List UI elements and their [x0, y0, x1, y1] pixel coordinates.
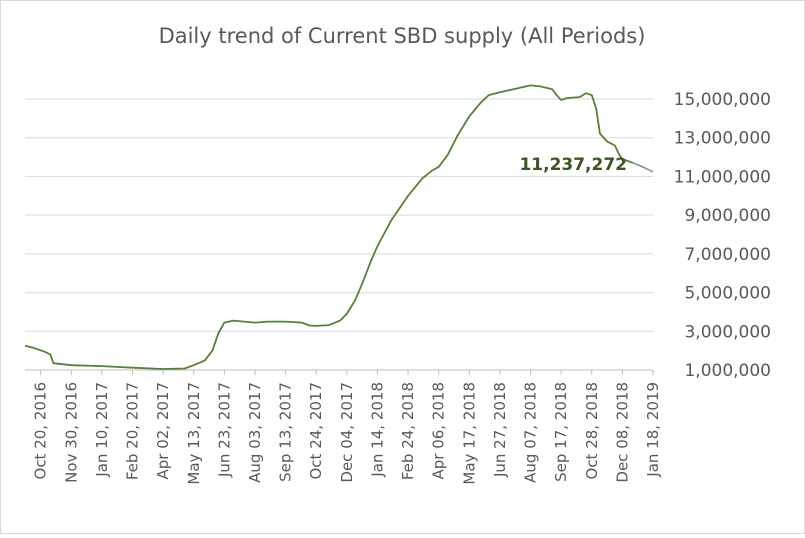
x-tick-label: Aug 03, 2017 — [246, 382, 264, 483]
last-value-label: 11,237,272 — [519, 155, 627, 175]
y-tick-label: 13,000,000 — [674, 129, 771, 149]
x-tick-label: Dec 04, 2017 — [338, 382, 356, 483]
x-tick-label: Jan 14, 2018 — [368, 382, 386, 478]
y-tick-label: 7,000,000 — [684, 245, 771, 265]
y-tick-label: 5,000,000 — [684, 284, 771, 304]
y-tick-label: 9,000,000 — [684, 206, 771, 226]
y-tick-label: 1,000,000 — [684, 361, 771, 381]
x-tick-label: Jun 27, 2018 — [491, 382, 509, 478]
x-tick-label: Sep 13, 2017 — [277, 382, 295, 482]
x-tick-label: Feb 24, 2018 — [399, 382, 417, 480]
x-tick-label: Jan 18, 2019 — [644, 382, 662, 478]
x-tick-label: Apr 06, 2018 — [430, 382, 448, 480]
x-tick-label: Nov 30, 2016 — [62, 382, 80, 483]
x-tick-label: May 13, 2017 — [185, 382, 203, 485]
x-axis: Oct 20, 2016 Nov 30, 2016 Jan 10, 2017 Feb … — [25, 369, 662, 485]
x-tick-label: Oct 28, 2018 — [583, 382, 601, 480]
x-tick-label: Aug 07, 2018 — [522, 382, 540, 483]
x-tick-label: May 17, 2018 — [460, 382, 478, 485]
y-tick-label: 3,000,000 — [684, 322, 771, 342]
x-tick-label: Jan 10, 2017 — [93, 382, 111, 478]
x-tick-label: Apr 02, 2017 — [154, 382, 172, 480]
y-tick-label: 15,000,000 — [674, 90, 771, 110]
x-tick-label: Oct 24, 2017 — [307, 382, 325, 480]
x-tick-label: Feb 20, 2017 — [124, 382, 142, 480]
x-tick-label: Oct 20, 2016 — [32, 382, 50, 480]
annotations: 11,237,272 — [519, 155, 627, 175]
x-tick-label: Sep 17, 2018 — [552, 382, 570, 482]
x-tick-label: Jun 23, 2017 — [215, 382, 233, 478]
x-tick-label: Dec 08, 2018 — [613, 382, 631, 483]
chart-title: Daily trend of Current SBD supply (All P… — [159, 24, 646, 48]
gridlines — [25, 98, 653, 371]
series-line-tail — [632, 162, 654, 173]
series-lines — [24, 84, 654, 370]
y-axis: 1,000,000 3,000,000 5,000,000 7,000,000 9,00… — [674, 90, 771, 381]
series-line — [24, 84, 634, 370]
y-tick-label: 11,000,000 — [674, 167, 771, 187]
